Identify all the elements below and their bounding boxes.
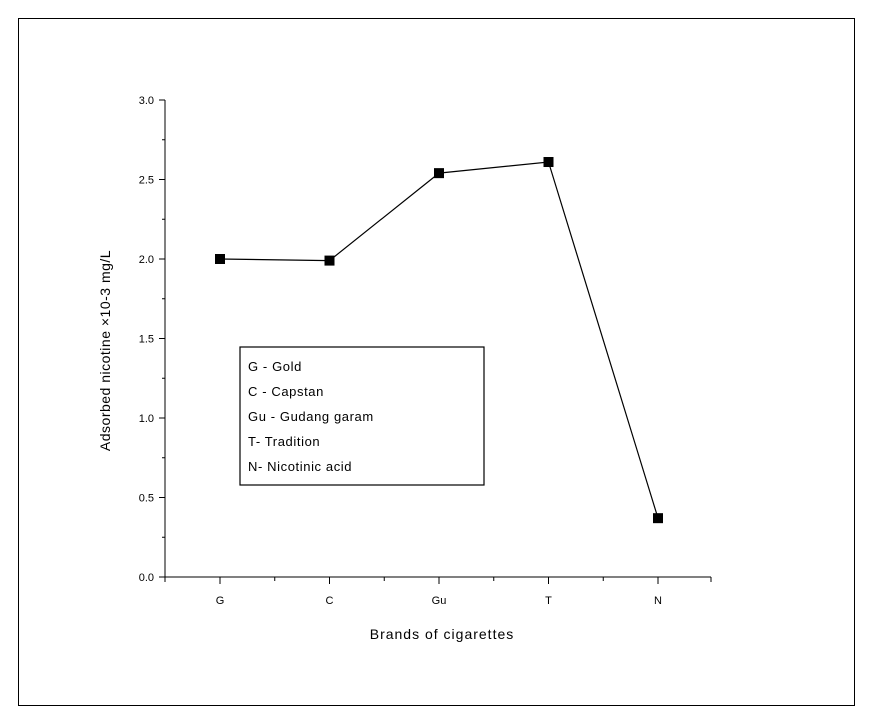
y-ticks: 0.0 0.5 1.0 1.5 2.0 2.5 3.0 xyxy=(139,95,165,584)
y-tick-label: 3.0 xyxy=(139,95,154,107)
x-tick-label: Gu xyxy=(432,595,447,607)
y-tick-label: 2.5 xyxy=(139,175,154,187)
x-tick-label: T xyxy=(545,595,552,607)
annotation-box: G - Gold C - Capstan Gu - Gudang garam T- T… xyxy=(239,346,485,486)
data-point-marker xyxy=(653,513,663,524)
y-tick-label: 0.0 xyxy=(139,572,154,584)
y-tick-label: 1.0 xyxy=(139,413,154,425)
annotation-border xyxy=(239,346,485,486)
annotation-line: G - Gold xyxy=(248,359,302,374)
series xyxy=(215,157,663,524)
data-point-marker xyxy=(434,168,444,179)
y-tick-label: 1.5 xyxy=(139,334,154,346)
x-tick-label: G xyxy=(216,595,225,607)
x-axis-label: Brands of cigarettes xyxy=(370,626,515,642)
y-axis-label: Adsorbed nicotine ×10-3 mg/L xyxy=(97,250,113,451)
annotation-line: T- Tradition xyxy=(248,434,320,449)
y-tick-label: 0.5 xyxy=(139,493,154,505)
data-point-marker xyxy=(215,254,225,264)
data-point-marker xyxy=(543,157,554,168)
annotation-line: N- Nicotinic acid xyxy=(248,459,352,474)
y-tick-label: 2.0 xyxy=(139,254,154,266)
x-tick-label: N xyxy=(654,595,662,607)
annotation-line: C - Capstan xyxy=(248,384,324,399)
x-tick-label: C xyxy=(326,595,334,607)
data-point-marker xyxy=(324,255,335,266)
annotation-line: Gu - Gudang garam xyxy=(248,409,374,424)
x-ticks: G C Gu T N xyxy=(164,577,712,607)
